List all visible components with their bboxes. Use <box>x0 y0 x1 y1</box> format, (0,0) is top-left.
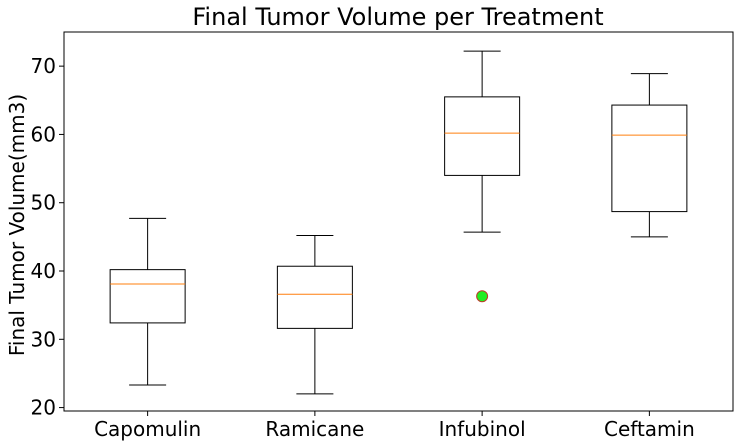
y-tick-label: 20 <box>31 396 56 420</box>
y-tick-label: 70 <box>31 54 56 78</box>
y-axis: 20 30 40 50 60 70 <box>31 54 64 420</box>
plot-area-frame <box>63 31 734 412</box>
x-tick-label: Infubinol <box>439 417 526 441</box>
iqr-box <box>109 269 186 324</box>
box-ceftamin <box>611 73 688 238</box>
box-ramicane <box>276 234 353 395</box>
iqr-box <box>444 96 521 176</box>
box-infubinol <box>444 50 521 303</box>
y-axis-label: Final Tumor Volume(mm3) <box>5 94 29 356</box>
iqr-box <box>611 104 688 213</box>
outlier-point <box>476 290 489 303</box>
box-capomulin <box>109 217 186 386</box>
y-tick-label: 50 <box>31 191 56 215</box>
y-tick-label: 30 <box>31 327 56 351</box>
x-tick-label: Capomulin <box>94 417 201 441</box>
x-axis: Capomulin Ramicane Infubinol Ceftamin <box>94 411 695 441</box>
iqr-box <box>276 265 353 329</box>
boxes-layer <box>109 50 688 395</box>
x-tick-label: Ceftamin <box>604 417 695 441</box>
x-tick-label: Ramicane <box>265 417 364 441</box>
chart-title: Final Tumor Volume per Treatment <box>192 3 603 31</box>
y-tick-label: 60 <box>31 122 56 146</box>
y-tick-label: 40 <box>31 259 56 283</box>
